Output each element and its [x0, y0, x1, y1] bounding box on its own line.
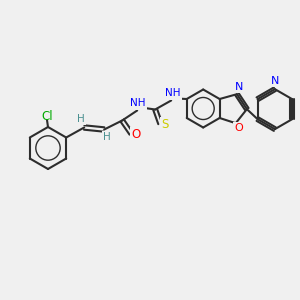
Text: Cl: Cl	[41, 110, 53, 122]
Text: NH: NH	[164, 88, 180, 98]
Text: N: N	[235, 82, 243, 92]
Text: O: O	[132, 128, 141, 141]
Text: NH: NH	[165, 88, 181, 98]
Text: N: N	[271, 76, 279, 86]
Text: O: O	[234, 123, 243, 133]
Text: H: H	[103, 133, 111, 142]
Text: NH: NH	[130, 98, 146, 109]
Text: S: S	[161, 118, 169, 131]
Text: H: H	[77, 113, 85, 124]
